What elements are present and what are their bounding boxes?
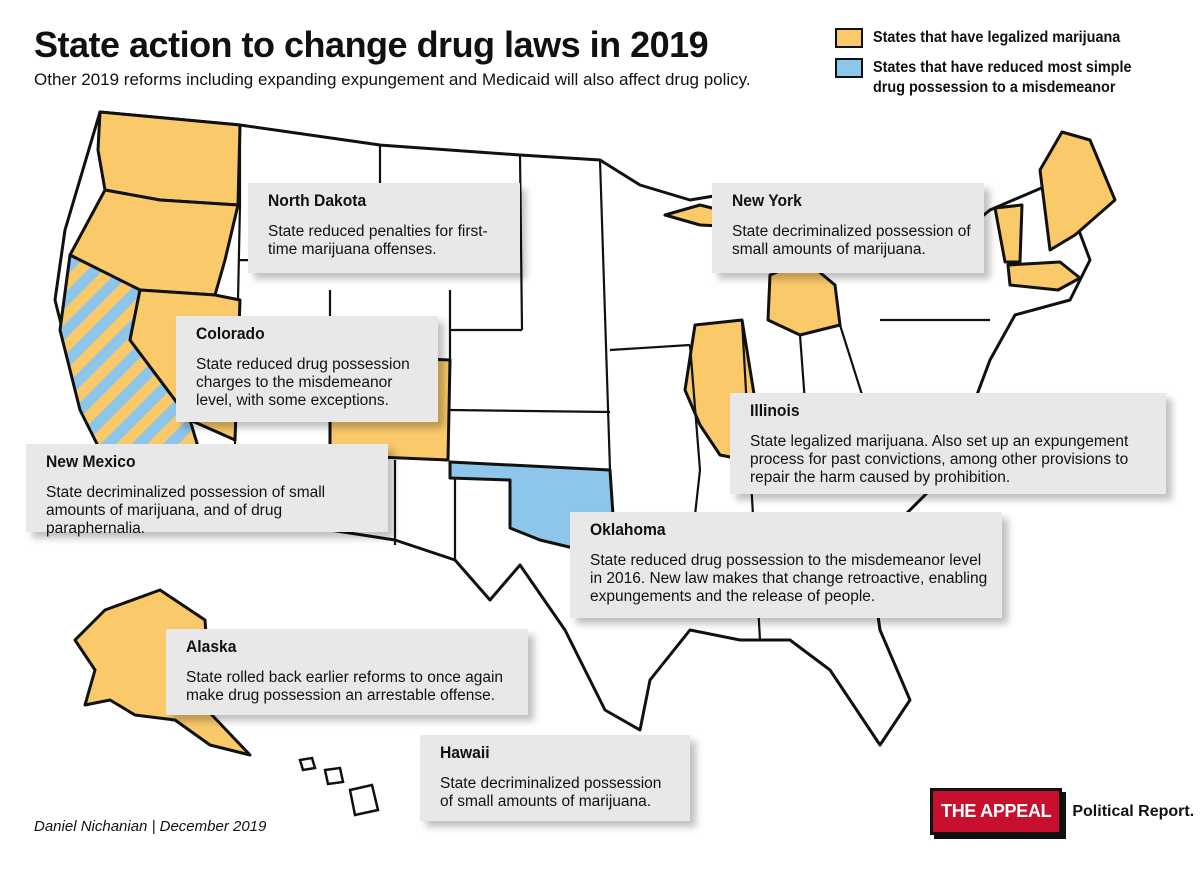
callout-state: Oklahoma	[590, 520, 666, 539]
state-maine	[1038, 130, 1117, 252]
callout-state: Hawaii	[440, 743, 490, 762]
callout-illinois: Illinois State legalized marijuana. Also…	[730, 393, 1166, 494]
callout-alaska: Alaska State rolled back earlier reforms…	[166, 629, 528, 715]
callout-north-dakota: North Dakota State reduced penalties for…	[248, 183, 520, 273]
callout-text: State decriminalized possession of small…	[440, 775, 662, 810]
callout-oklahoma: Oklahoma State reduced drug possession t…	[570, 512, 1002, 618]
legend-swatch-legalized	[835, 28, 863, 48]
callout-text: State reduced drug possession to the mis…	[590, 552, 988, 605]
logo-mark: THE APPEAL	[930, 788, 1063, 835]
legend-swatch-misdemeanor	[835, 58, 863, 78]
callout-text: State rolled back earlier reforms to onc…	[186, 669, 504, 704]
border-idaho-montana	[236, 125, 521, 301]
publisher-logo: THE APPEAL Political Report.	[930, 788, 1194, 835]
byline: Daniel Nichanian | December 2019	[34, 818, 267, 835]
legend-label-misdemeanor: States that have reduced most simple dru…	[873, 59, 1132, 96]
state-vermont	[993, 203, 1024, 264]
state-massachusetts	[1006, 260, 1082, 292]
legend-item-legalized: States that have legalized marijuana	[835, 28, 1173, 48]
callout-new-york: New York State decriminalized possession…	[712, 183, 984, 273]
callout-state: Colorado	[196, 324, 265, 343]
map-title: State action to change drug laws in 2019	[34, 24, 709, 65]
callout-state: North Dakota	[268, 191, 367, 210]
state-hawaii	[298, 756, 380, 817]
logo-text: Political Report.	[1072, 802, 1195, 820]
callout-text: State reduced penalties for first-time m…	[268, 223, 488, 258]
legend-label-legalized: States that have legalized marijuana	[873, 29, 1121, 46]
callout-text: State legalized marijuana. Also set up a…	[750, 433, 1129, 486]
callout-state: New York	[732, 191, 802, 210]
callout-hawaii: Hawaii State decriminalized possession o…	[420, 735, 690, 821]
callout-colorado: Colorado State reduced drug possession c…	[176, 316, 438, 422]
callout-text: State decriminalized possession of small…	[732, 223, 971, 258]
legend-item-misdemeanor: States that have reduced most simple dru…	[835, 58, 1173, 98]
callout-state: New Mexico	[46, 452, 136, 471]
callout-new-mexico: New Mexico State decriminalized possessi…	[26, 444, 388, 537]
callout-state: Alaska	[186, 637, 237, 656]
map-subtitle: Other 2019 reforms including expanding e…	[34, 70, 751, 89]
callout-text: State reduced drug possession charges to…	[196, 356, 410, 409]
callout-text: State decriminalized possession of small…	[46, 484, 326, 537]
state-washington	[96, 110, 242, 207]
callout-state: Illinois	[750, 401, 800, 420]
legend: States that have legalized marijuana Sta…	[835, 28, 1173, 108]
